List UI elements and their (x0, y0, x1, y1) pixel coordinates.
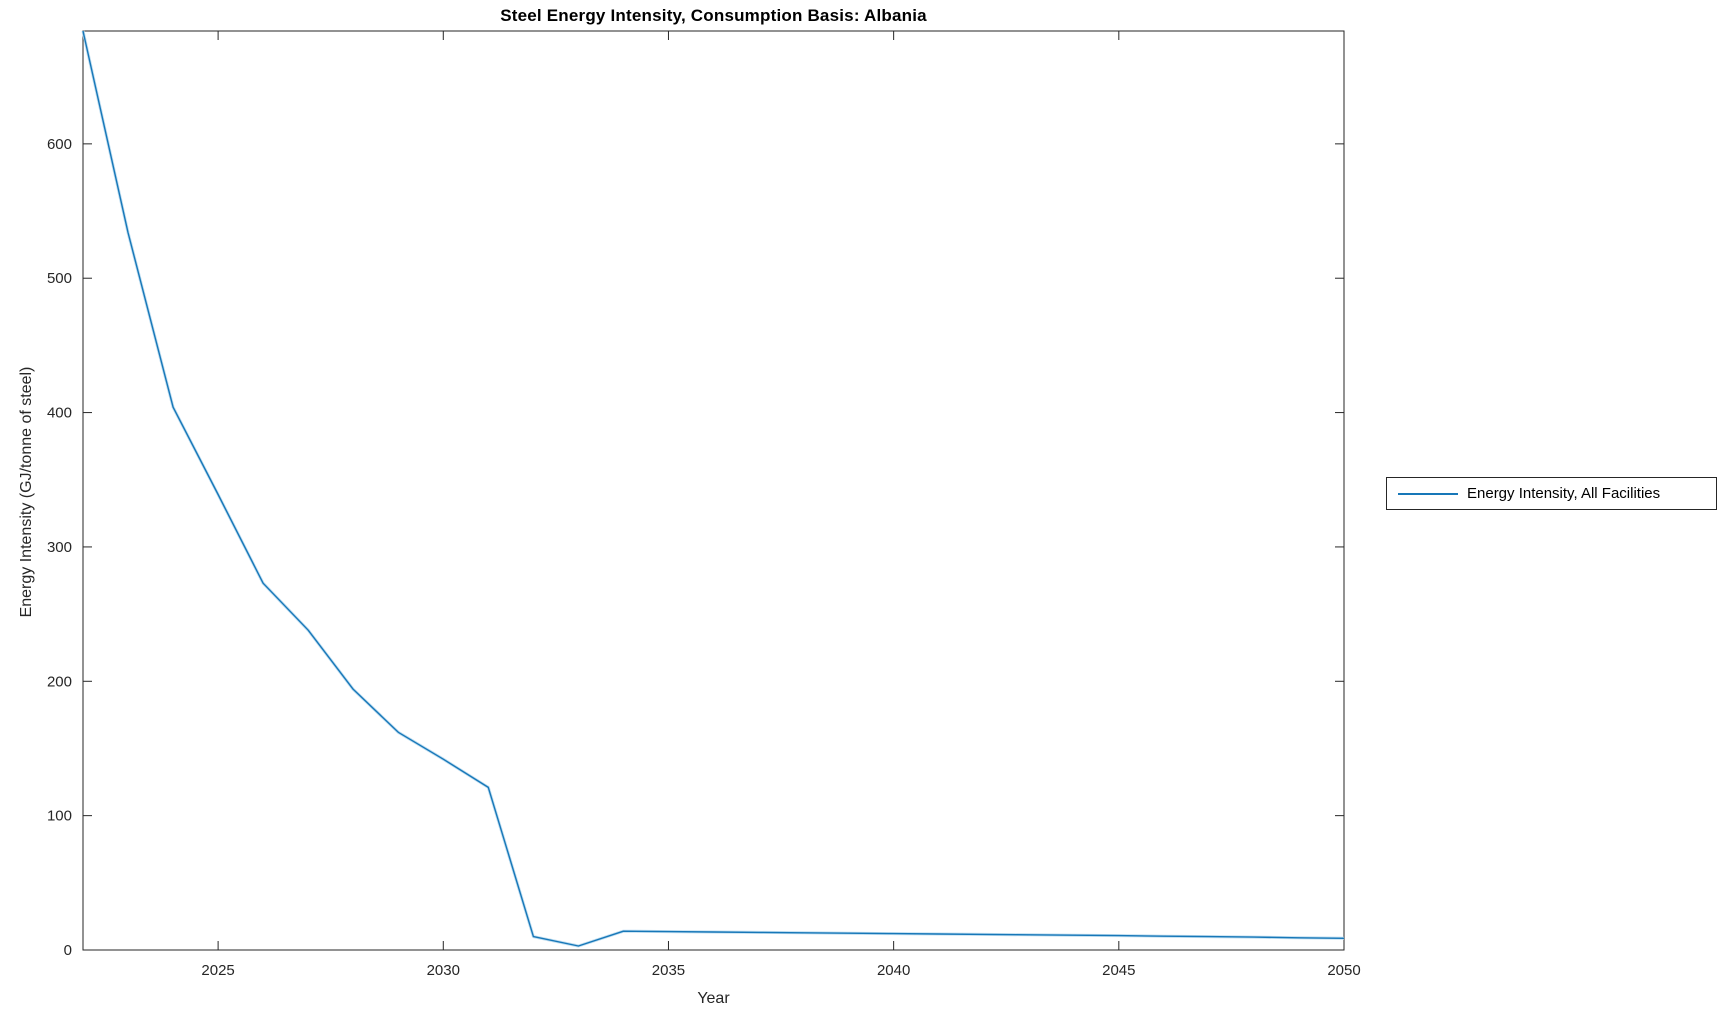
y-tick-label: 600 (47, 136, 72, 153)
y-tick-label: 300 (47, 539, 72, 556)
x-tick-label: 2035 (652, 962, 685, 979)
legend: Energy Intensity, All Facilities (1386, 477, 1717, 510)
legend-label: Energy Intensity, All Facilities (1467, 485, 1661, 502)
y-tick-label: 500 (47, 270, 72, 287)
data-line-halo (81, 30, 1345, 948)
axes-box (82, 30, 1345, 951)
x-tick-label: 2025 (201, 962, 234, 979)
chart-title: Steel Energy Intensity, Consumption Basi… (500, 6, 927, 25)
y-axis-label: Energy Intensity (GJ/tonne of steel) (18, 366, 35, 618)
y-tick-label: 0 (64, 942, 72, 959)
x-tick-label: 2050 (1327, 962, 1360, 979)
x-tick-label: 2040 (877, 962, 910, 979)
legend-line-sample (1398, 492, 1458, 495)
y-tick-label: 100 (47, 808, 72, 825)
y-tick-label: 200 (47, 673, 72, 690)
data-line (82, 30, 1345, 947)
x-axis-label: Year (697, 990, 730, 1007)
y-tick-label: 400 (47, 405, 72, 422)
x-tick-label: 2045 (1102, 962, 1135, 979)
x-tick-label: 2030 (427, 962, 460, 979)
